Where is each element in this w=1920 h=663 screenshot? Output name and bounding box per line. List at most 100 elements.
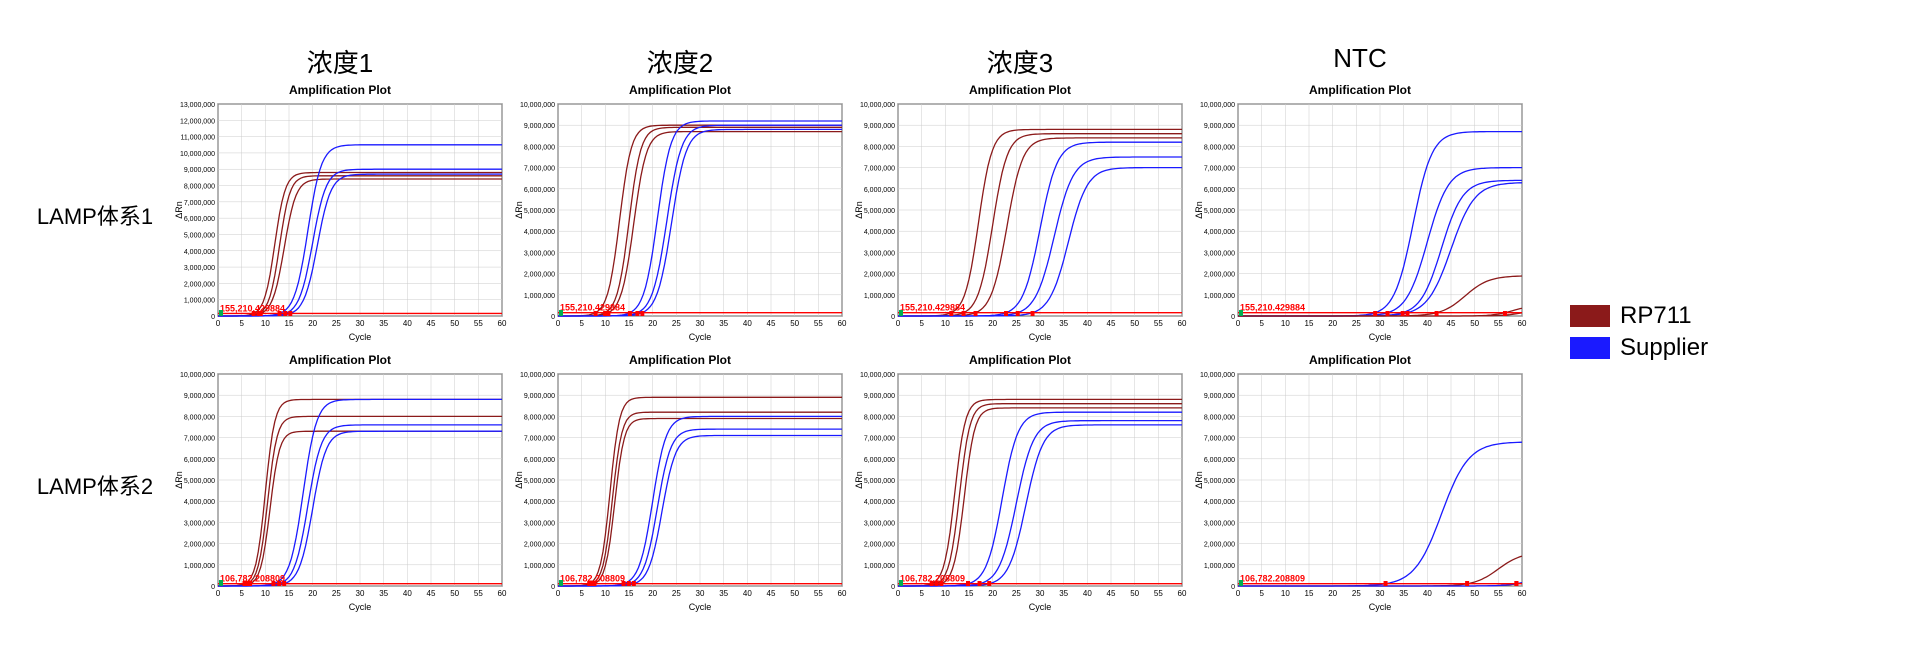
plot-title: Amplification Plot (629, 353, 731, 367)
svg-text:8,000,000: 8,000,000 (184, 184, 215, 191)
svg-text:40: 40 (1423, 589, 1432, 598)
svg-text:50: 50 (790, 319, 799, 328)
y-axis-label: ΔRn (854, 201, 864, 219)
column-header-1: 浓度2 (510, 43, 850, 80)
ct-marker-icon (1401, 311, 1405, 316)
svg-text:8,000,000: 8,000,000 (1204, 414, 1235, 421)
svg-text:9,000,000: 9,000,000 (1204, 123, 1235, 130)
svg-text:55: 55 (1154, 589, 1163, 598)
svg-text:5,000,000: 5,000,000 (184, 232, 215, 239)
svg-text:10,000,000: 10,000,000 (1200, 102, 1235, 109)
row-label-0: LAMP体系1 (20, 199, 170, 231)
svg-text:10: 10 (601, 319, 610, 328)
ct-marker-icon (966, 581, 970, 586)
svg-text:50: 50 (1130, 319, 1139, 328)
threshold-label: 106,782.208809 (1240, 574, 1305, 584)
svg-text:2,000,000: 2,000,000 (1204, 272, 1235, 279)
legend-item-1: Supplier (1570, 334, 1708, 362)
svg-text:5: 5 (239, 589, 244, 598)
svg-text:5: 5 (239, 319, 244, 328)
ct-marker-icon (640, 311, 644, 316)
svg-text:6,000,000: 6,000,000 (864, 187, 895, 194)
amplification-plot: Amplification Plot0510152025303540455055… (850, 350, 1190, 620)
plot-title: Amplification Plot (969, 353, 1071, 367)
svg-text:6,000,000: 6,000,000 (524, 187, 555, 194)
svg-text:25: 25 (332, 589, 341, 598)
column-header-2: 浓度3 (850, 43, 1190, 80)
svg-text:0: 0 (1236, 589, 1241, 598)
svg-text:7,000,000: 7,000,000 (524, 436, 555, 443)
svg-text:30: 30 (1036, 319, 1045, 328)
ct-marker-icon (635, 311, 639, 316)
svg-text:30: 30 (696, 319, 705, 328)
svg-text:45: 45 (1447, 319, 1456, 328)
svg-text:60: 60 (838, 589, 847, 598)
legend-swatch (1570, 305, 1610, 327)
svg-text:60: 60 (1518, 319, 1527, 328)
ct-marker-icon (628, 311, 632, 316)
svg-text:30: 30 (1376, 319, 1385, 328)
svg-text:45: 45 (1107, 589, 1116, 598)
ct-marker-icon (987, 581, 991, 586)
svg-text:7,000,000: 7,000,000 (1204, 166, 1235, 173)
chart-cell: Amplification Plot0510152025303540455055… (510, 350, 850, 620)
svg-text:55: 55 (814, 319, 823, 328)
svg-text:45: 45 (427, 319, 436, 328)
svg-text:10: 10 (941, 589, 950, 598)
svg-text:5: 5 (1259, 589, 1264, 598)
svg-text:10: 10 (261, 589, 270, 598)
ct-marker-icon (935, 581, 939, 586)
y-axis-label: ΔRn (1194, 471, 1204, 489)
svg-text:55: 55 (474, 319, 483, 328)
svg-text:0: 0 (216, 589, 221, 598)
svg-text:9,000,000: 9,000,000 (524, 123, 555, 130)
ct-marker-icon (282, 581, 286, 586)
svg-text:6,000,000: 6,000,000 (1204, 457, 1235, 464)
svg-text:35: 35 (1059, 589, 1068, 598)
svg-text:10,000,000: 10,000,000 (180, 372, 215, 379)
svg-text:5: 5 (1259, 319, 1264, 328)
amplification-plot: Amplification Plot0510152025303540455055… (850, 80, 1190, 350)
x-axis-label: Cycle (349, 602, 372, 612)
svg-text:15: 15 (965, 319, 974, 328)
amplification-plot: Amplification Plot0510152025303540455055… (1190, 80, 1530, 350)
svg-text:4,000,000: 4,000,000 (184, 499, 215, 506)
ct-marker-icon (939, 581, 943, 586)
threshold-label: 155,210.429884 (560, 303, 625, 313)
svg-text:25: 25 (1012, 319, 1021, 328)
chart-cell: Amplification Plot0510152025303540455055… (1190, 80, 1530, 350)
svg-text:5,000,000: 5,000,000 (1204, 208, 1235, 215)
svg-text:45: 45 (1107, 319, 1116, 328)
svg-text:10,000,000: 10,000,000 (180, 151, 215, 158)
svg-text:25: 25 (1012, 589, 1021, 598)
svg-text:6,000,000: 6,000,000 (184, 216, 215, 223)
x-axis-label: Cycle (349, 332, 372, 342)
svg-text:2,000,000: 2,000,000 (524, 542, 555, 549)
svg-text:20: 20 (1328, 319, 1337, 328)
svg-text:7,000,000: 7,000,000 (864, 436, 895, 443)
svg-text:3,000,000: 3,000,000 (184, 265, 215, 272)
svg-text:50: 50 (450, 589, 459, 598)
y-axis-label: ΔRn (514, 471, 524, 489)
svg-text:3,000,000: 3,000,000 (1204, 250, 1235, 257)
svg-text:8,000,000: 8,000,000 (524, 144, 555, 151)
svg-text:10: 10 (601, 589, 610, 598)
ct-marker-icon (930, 581, 934, 586)
svg-text:8,000,000: 8,000,000 (1204, 144, 1235, 151)
chart-cell: Amplification Plot0510152025303540455055… (850, 350, 1190, 620)
ct-marker-icon (1514, 581, 1518, 586)
ct-marker-icon (1435, 311, 1439, 316)
svg-text:3,000,000: 3,000,000 (1204, 520, 1235, 527)
ct-marker-icon (1384, 581, 1388, 586)
svg-text:40: 40 (743, 319, 752, 328)
svg-text:6,000,000: 6,000,000 (524, 457, 555, 464)
svg-text:0: 0 (211, 314, 215, 321)
svg-text:10,000,000: 10,000,000 (520, 372, 555, 379)
svg-text:45: 45 (427, 589, 436, 598)
svg-text:1,000,000: 1,000,000 (184, 298, 215, 305)
svg-text:10: 10 (941, 319, 950, 328)
svg-text:9,000,000: 9,000,000 (184, 393, 215, 400)
svg-text:35: 35 (379, 589, 388, 598)
ct-marker-icon (1503, 311, 1507, 316)
svg-text:20: 20 (1328, 589, 1337, 598)
